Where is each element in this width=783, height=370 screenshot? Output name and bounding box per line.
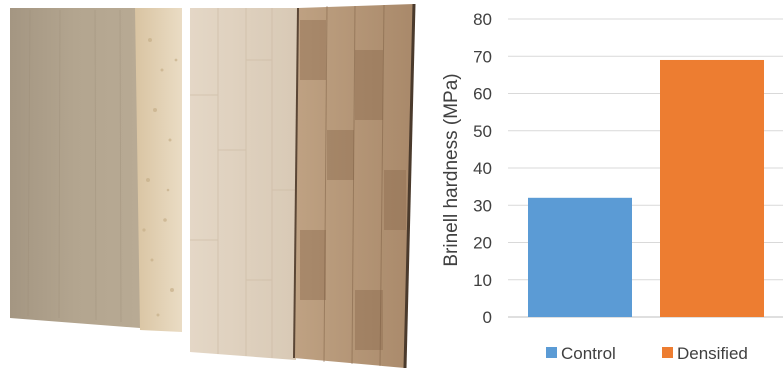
y-tick-label: 70: [473, 47, 492, 66]
y-tick-label: 80: [473, 10, 492, 29]
y-axis-label: Brinell hardness (MPa): [441, 73, 462, 266]
legend-swatch-densified: [662, 347, 673, 358]
y-tick-label: 30: [473, 196, 492, 215]
y-tick-label: 40: [473, 159, 492, 178]
legend-label-control: Control: [561, 344, 616, 363]
y-tick-label: 20: [473, 234, 492, 253]
legend-swatch-control: [546, 347, 557, 358]
bar-control: [528, 197, 632, 317]
legend: Control Densified: [546, 344, 748, 363]
wood-panels-photo: [10, 3, 416, 369]
control-panel-image: [10, 8, 182, 332]
bar-densified: [660, 59, 764, 317]
densified-panel-dark-image: [293, 3, 416, 369]
y-tick-label: 10: [473, 271, 492, 290]
y-tick-label: 0: [483, 308, 492, 327]
densified-panel-light-image: [190, 8, 300, 360]
y-tick-label: 50: [473, 122, 492, 141]
hardness-bar-chart: 0 10 20 30 40 50 60 70 80 Brinell hardness (MPa)…: [441, 10, 783, 363]
y-tick-label: 60: [473, 85, 492, 104]
legend-label-densified: Densified: [677, 344, 748, 363]
